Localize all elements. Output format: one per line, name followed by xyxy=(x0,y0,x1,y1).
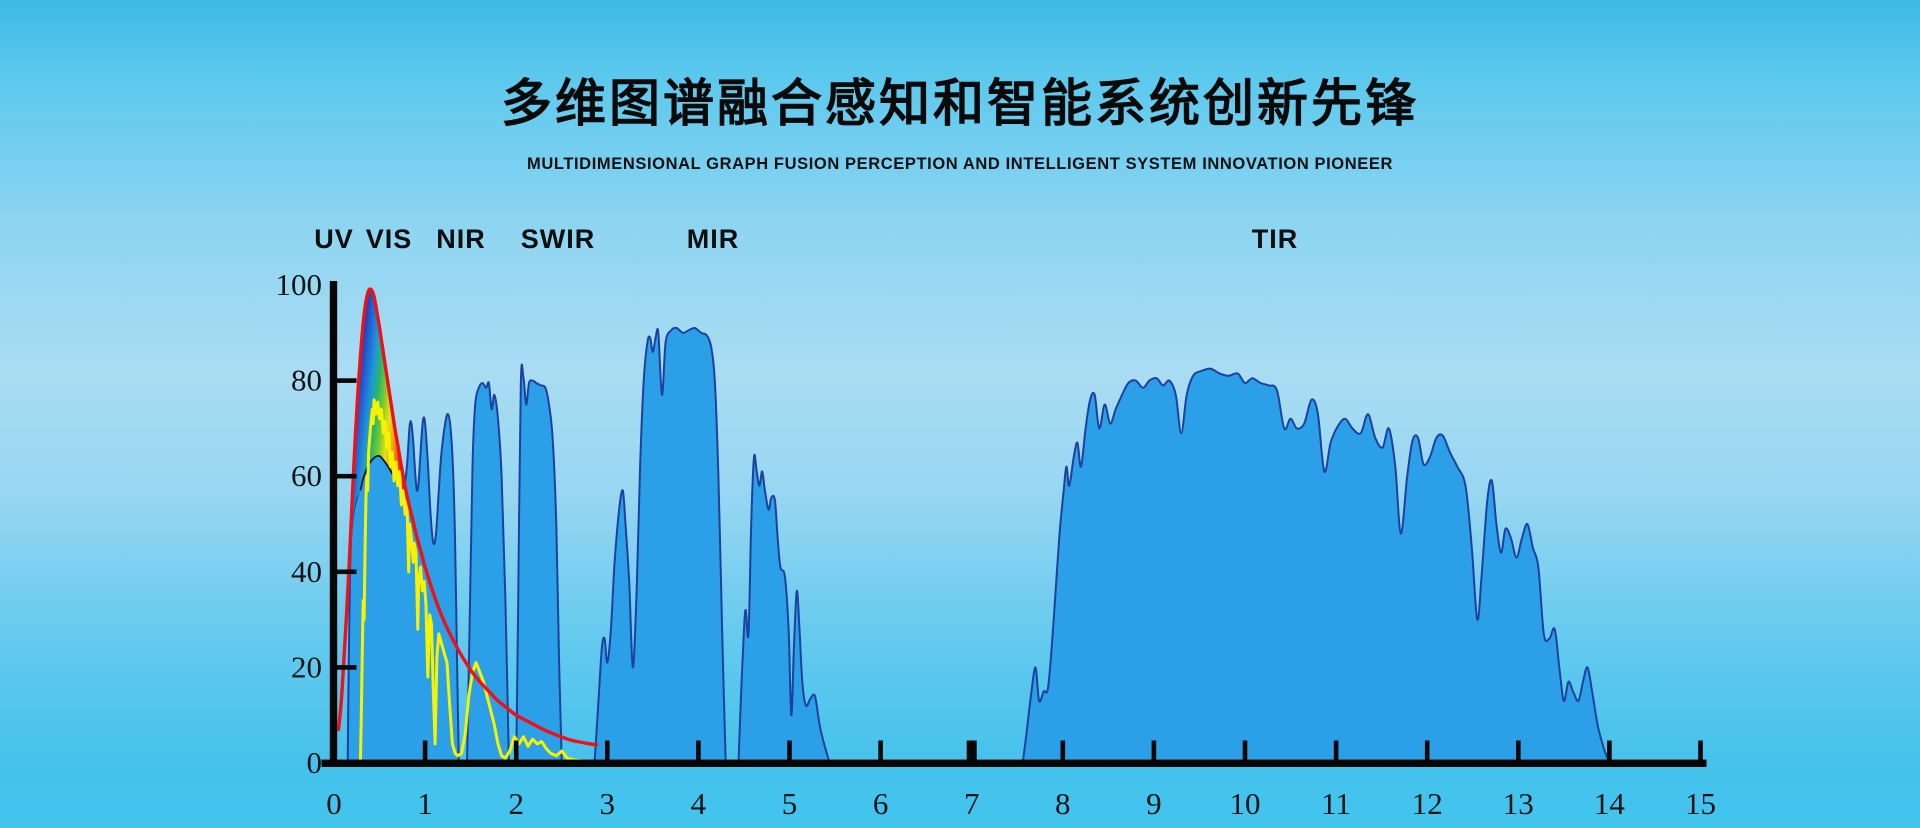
x-tick xyxy=(966,740,977,763)
page-title: 多维图谱融合感知和智能系统创新先锋 xyxy=(500,75,1419,132)
band-label-uv: UV xyxy=(314,224,354,254)
solar-envelope-curve xyxy=(336,287,599,747)
x-tick-label: 6 xyxy=(873,786,889,821)
x-tick-label: 3 xyxy=(600,786,616,821)
y-tick-label: 40 xyxy=(291,554,322,589)
y-tick-label: 60 xyxy=(291,458,322,493)
x-tick-label: 12 xyxy=(1412,786,1443,821)
x-tick xyxy=(1516,740,1521,763)
x-tick-label: 4 xyxy=(691,786,707,821)
x-tick-label: 10 xyxy=(1230,786,1261,821)
band-label-vis: VIS xyxy=(365,224,413,254)
x-tick xyxy=(1151,740,1157,763)
transmission-window xyxy=(515,363,563,764)
y-tick-label: 20 xyxy=(291,649,322,684)
x-tick xyxy=(787,740,792,763)
x-tick xyxy=(1333,740,1339,763)
transmission-window xyxy=(593,326,727,764)
band-label-mir: MIR xyxy=(686,224,740,254)
x-tick-label: 13 xyxy=(1503,786,1534,821)
transmission-window xyxy=(737,453,831,764)
x-tick-label: 2 xyxy=(508,786,524,821)
y-tick xyxy=(337,473,357,479)
y-tick xyxy=(337,569,357,575)
x-tick-label: 9 xyxy=(1146,786,1162,821)
y-tick-label: 80 xyxy=(291,363,322,398)
y-tick-label: 100 xyxy=(276,267,323,302)
x-tick xyxy=(605,740,610,763)
x-tick xyxy=(1698,740,1703,763)
x-tick-label: 8 xyxy=(1055,786,1071,821)
x-tick-label: 14 xyxy=(1594,786,1626,821)
band-label-nir: NIR xyxy=(436,224,486,254)
transmission-window xyxy=(1021,367,1611,764)
x-tick xyxy=(878,740,883,763)
x-tick-label: 1 xyxy=(417,786,433,821)
band-label-tir: TIR xyxy=(1251,224,1299,254)
y-tick xyxy=(337,665,357,670)
x-tick-label: 5 xyxy=(782,786,798,821)
x-tick-label: 7 xyxy=(964,786,980,821)
x-tick-label: 0 xyxy=(326,786,342,821)
x-tick xyxy=(422,740,428,763)
x-tick xyxy=(1060,740,1066,763)
y-tick xyxy=(337,378,357,383)
x-tick xyxy=(1607,740,1612,763)
x-tick xyxy=(1424,740,1430,763)
x-tick-label: 11 xyxy=(1321,786,1351,821)
page-subtitle: MULTIDIMENSIONAL GRAPH FUSION PERCEPTION… xyxy=(527,155,1393,173)
y-axis-line xyxy=(329,281,338,767)
x-tick xyxy=(1242,740,1248,763)
x-axis-line xyxy=(321,759,1707,767)
y-tick-label: 0 xyxy=(307,745,323,780)
band-label-swir: SWIR xyxy=(520,224,596,254)
ground-solar-curve xyxy=(358,398,591,765)
x-tick xyxy=(513,740,519,763)
x-tick-label: 15 xyxy=(1685,786,1716,821)
x-tick xyxy=(696,740,701,763)
